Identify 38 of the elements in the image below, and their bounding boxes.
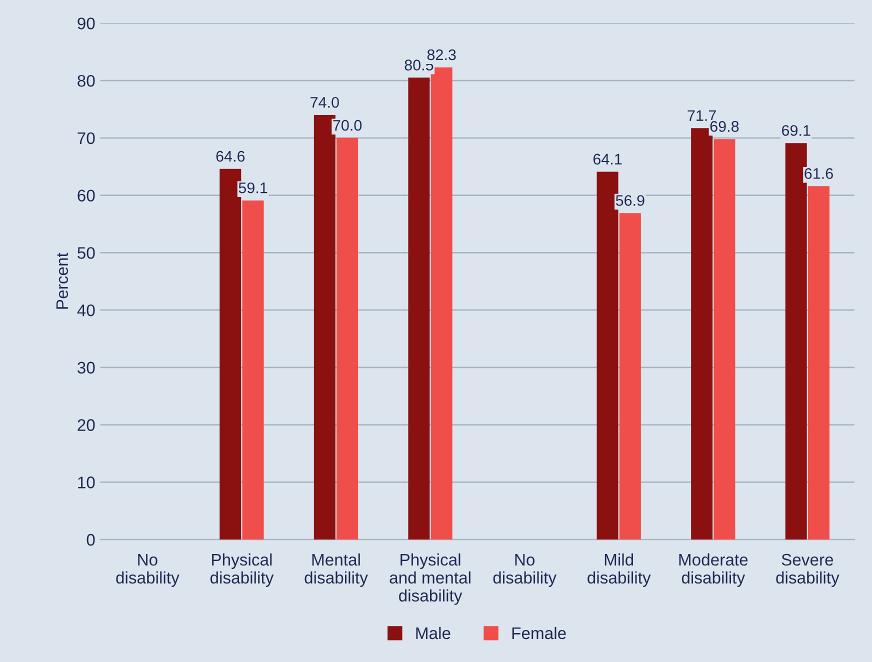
legend-label: Male (416, 626, 450, 640)
bar (242, 200, 264, 540)
data-label: 74.0 (310, 96, 339, 108)
data-label: 59.1 (238, 182, 268, 194)
bar (336, 138, 358, 540)
data-label: 69.1 (782, 125, 810, 136)
y-tick-label: 30 (78, 362, 95, 374)
x-tick-label: Mental disability (304, 553, 368, 587)
bar (619, 213, 641, 540)
y-tick-label: 60 (78, 190, 95, 202)
y-tick-label: 70 (78, 132, 95, 144)
y-tick-label: 40 (77, 304, 95, 316)
y-axis-title: Percent (56, 252, 68, 309)
y-tick-label: 10 (78, 476, 95, 488)
data-label: 69.8 (710, 121, 739, 132)
legend-label: Female (512, 626, 566, 640)
data-label: 71.7 (688, 110, 716, 121)
x-tick-label: Mild disability (588, 553, 651, 587)
y-tick-label: 90 (78, 18, 95, 30)
data-label: 56.9 (616, 195, 644, 206)
x-tick-label: No disability (116, 554, 180, 587)
x-tick-label: Physical and mental disability (390, 553, 470, 605)
y-tick-label: 50 (78, 247, 95, 259)
x-tick-label: Severe disability (776, 554, 840, 587)
data-label: 64.1 (593, 154, 622, 165)
y-tick-label: 20 (78, 419, 95, 431)
data-label: 70.0 (333, 120, 362, 131)
x-tick-label: No disability (493, 554, 556, 587)
x-tick-label: Physical disability (210, 553, 274, 587)
data-label: 64.6 (216, 150, 245, 162)
y-tick-label: 80 (78, 74, 95, 87)
bar (408, 78, 430, 540)
data-label: 61.6 (804, 168, 833, 179)
y-tick-label: 0 (86, 534, 95, 546)
x-tick-label: Moderate disability (679, 553, 748, 587)
data-label: 82.3 (427, 49, 456, 60)
bar (714, 139, 736, 540)
bar (808, 186, 830, 540)
